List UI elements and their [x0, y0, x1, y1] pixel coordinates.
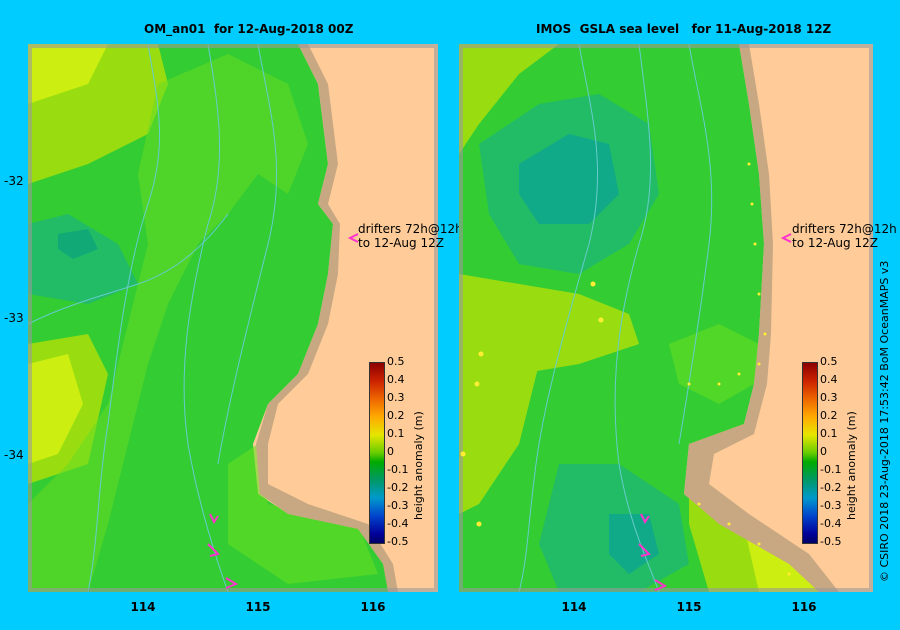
cb-tick: 0.1	[387, 427, 405, 440]
lat-label-34: -34	[4, 448, 24, 462]
right-lon-label-114: 114	[561, 600, 587, 614]
cb-tick: 0.3	[387, 391, 405, 404]
cb-tick: -0.5	[820, 535, 842, 548]
left-colorbar-title: height anomaly (m)	[412, 411, 425, 520]
right-map-field	[459, 44, 873, 592]
right-colorbar	[802, 362, 818, 544]
left-drifter-note: drifters 72h@12h to 12-Aug 12Z	[358, 222, 463, 250]
cb-tick: -0.5	[387, 535, 409, 548]
left-lon-label-116: 116	[360, 600, 386, 614]
cb-tick: 0	[387, 445, 394, 458]
left-panel-title: OM_an01 for 12-Aug-2018 00Z	[144, 22, 354, 36]
cb-tick: 0.5	[820, 355, 838, 368]
drifter-arrows	[207, 233, 359, 589]
cb-tick: -0.3	[387, 499, 409, 512]
cb-tick: -0.2	[820, 481, 842, 494]
credit-text: © CSIRO 2018 23-Aug-2018 17:53:42 BoM Oc…	[878, 260, 891, 582]
cb-tick: -0.1	[820, 463, 842, 476]
cb-tick: 0.4	[387, 373, 405, 386]
cb-tick: 0.1	[820, 427, 838, 440]
right-colorbar-title: height anomaly (m)	[845, 411, 858, 520]
cb-tick: 0.2	[387, 409, 405, 422]
left-colorbar	[369, 362, 385, 544]
right-panel-title: IMOS GSLA sea level for 11-Aug-2018 12Z	[536, 22, 832, 36]
cb-tick: -0.2	[387, 481, 409, 494]
cb-tick: -0.1	[387, 463, 409, 476]
altimeter-points	[460, 162, 791, 576]
lat-label-33: -33	[4, 311, 24, 325]
cb-tick: 0.4	[820, 373, 838, 386]
lat-label-32: -32	[4, 174, 24, 188]
cb-tick: -0.4	[387, 517, 409, 530]
right-lon-label-115: 115	[676, 600, 702, 614]
left-lon-label-114: 114	[130, 600, 156, 614]
cb-tick: -0.3	[820, 499, 842, 512]
drifter-arrows	[638, 233, 792, 591]
cb-tick: -0.4	[820, 517, 842, 530]
cb-tick: 0.3	[820, 391, 838, 404]
left-map-field	[28, 44, 438, 592]
right-lon-label-116: 116	[791, 600, 817, 614]
left-map[interactable]	[28, 44, 438, 592]
left-lon-label-115: 115	[245, 600, 271, 614]
cb-tick: 0.2	[820, 409, 838, 422]
right-drifter-note: drifters 72h@12h to 12-Aug 12Z	[792, 222, 897, 250]
cb-tick: 0	[820, 445, 827, 458]
cb-tick: 0.5	[387, 355, 405, 368]
